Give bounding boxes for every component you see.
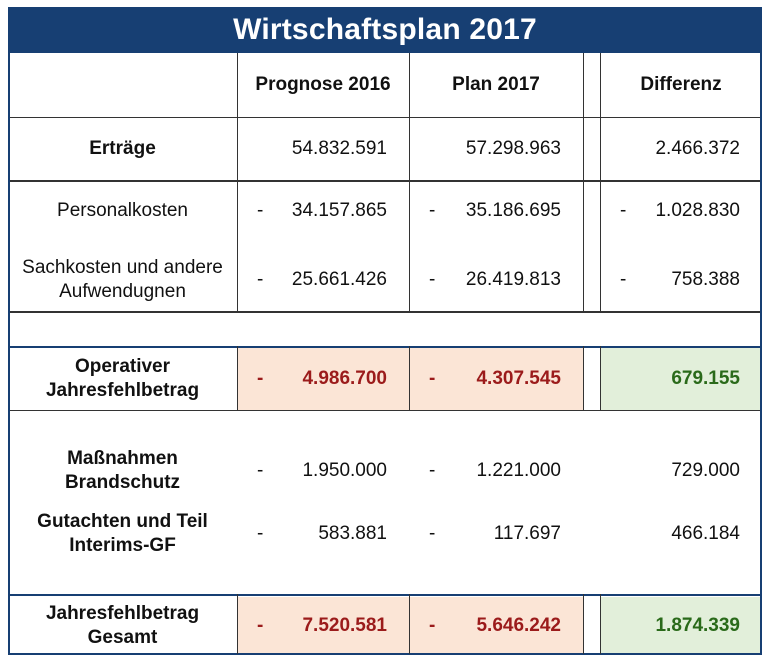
row-divider (8, 410, 762, 411)
label-line: Aufwendugnen (59, 281, 186, 302)
cell-gesamt-prognose: - 7.520.581 (237, 597, 409, 655)
minus-sign: - (257, 460, 264, 481)
value: 117.697 (493, 523, 561, 544)
row-divider (8, 180, 762, 182)
cell-personalkosten-differenz: - 1.028.830 (600, 183, 762, 239)
label-line: Jahresfehlbetrag (45, 380, 200, 401)
value: 5.646.242 (476, 615, 561, 636)
column-divider (237, 594, 238, 654)
row-label-gutachten: Gutachten und Teil Interims-GF (8, 505, 237, 563)
column-divider (583, 53, 584, 313)
column-divider (583, 594, 584, 654)
row-label-operativ: Operativer Jahresfehlbetrag (8, 348, 237, 410)
minus-sign: - (429, 460, 436, 481)
row-label-ertraege: Erträge (89, 137, 156, 159)
value: 1.028.830 (655, 200, 740, 221)
row-divider (8, 346, 762, 348)
column-divider (409, 53, 410, 313)
cell-personalkosten-prognose: - 34.157.865 (237, 183, 409, 239)
value: 26.419.813 (465, 269, 561, 290)
cell-brandschutz-plan: - 1.221.000 (409, 442, 583, 500)
value: 34.157.865 (291, 200, 387, 221)
value: 25.661.426 (291, 269, 387, 290)
row-divider (8, 117, 762, 118)
minus-sign: - (429, 615, 436, 636)
minus-sign: - (257, 269, 264, 290)
value: 583.881 (318, 523, 387, 544)
value: 758.388 (671, 269, 740, 290)
budget-table-frame: Wirtschaftsplan 2017 Prognose 2016 Plan … (8, 7, 762, 655)
value: 1.950.000 (302, 460, 387, 481)
label-line: Brandschutz (64, 472, 181, 493)
column-divider (583, 346, 584, 411)
minus-sign: - (620, 200, 627, 221)
minus-sign: - (620, 269, 627, 290)
cell-personalkosten-plan: - 35.186.695 (409, 183, 583, 239)
cell-gutachten-differenz: 466.184 (671, 523, 740, 544)
minus-sign: - (257, 200, 264, 221)
row-label-sachkosten: Sachkosten und andere Aufwendugnen (8, 249, 237, 311)
column-divider (237, 53, 238, 313)
page-title: Wirtschaftsplan 2017 (8, 7, 762, 53)
minus-sign: - (257, 368, 264, 389)
cell-operativ-plan: - 4.307.545 (409, 348, 583, 410)
label-line: Gesamt (87, 627, 158, 648)
minus-sign: - (257, 523, 264, 544)
row-label-personalkosten: Personalkosten (57, 200, 188, 221)
minus-sign: - (429, 200, 436, 221)
value: 1.221.000 (476, 460, 561, 481)
row-label-gesamt: Jahresfehlbetrag Gesamt (8, 597, 237, 655)
column-divider (600, 346, 601, 411)
cell-ertraege-plan: 57.298.963 (465, 137, 561, 159)
table-border-bottom (8, 653, 762, 655)
column-divider (409, 346, 410, 411)
column-divider (409, 594, 410, 654)
cell-brandschutz-differenz: 729.000 (671, 460, 740, 481)
value: 7.520.581 (302, 615, 387, 636)
cell-ertraege-prognose: 54.832.591 (291, 137, 387, 159)
cell-gesamt-plan: - 5.646.242 (409, 597, 583, 655)
cell-operativ-prognose: - 4.986.700 (237, 348, 409, 410)
cell-brandschutz-prognose: - 1.950.000 (237, 442, 409, 500)
label-line: Operativer (74, 356, 171, 377)
row-divider (8, 311, 762, 313)
column-header-differenz: Differenz (640, 74, 722, 95)
value: 4.307.545 (476, 368, 561, 389)
cell-operativ-differenz: 679.155 (600, 348, 762, 410)
column-divider (600, 53, 601, 313)
minus-sign: - (429, 269, 436, 290)
label-line: Maßnahmen (67, 448, 178, 469)
label-line: Interims-GF (69, 535, 176, 556)
cell-gutachten-prognose: - 583.881 (237, 505, 409, 563)
column-header-prognose: Prognose 2016 (255, 74, 391, 95)
table-border-right (760, 53, 762, 655)
row-divider (8, 594, 762, 596)
label-line: Jahresfehlbetrag (45, 603, 200, 624)
minus-sign: - (429, 523, 436, 544)
label-line: Sachkosten und andere (22, 257, 223, 278)
cell-sachkosten-differenz: - 758.388 (600, 249, 762, 311)
column-divider (237, 346, 238, 411)
cell-sachkosten-prognose: - 25.661.426 (237, 249, 409, 311)
cell-gutachten-plan: - 117.697 (409, 505, 583, 563)
table-border-left (8, 53, 10, 655)
row-label-brandschutz: Maßnahmen Brandschutz (8, 442, 237, 500)
budget-table: Prognose 2016 Plan 2017 Differenz Erträg… (8, 53, 762, 655)
column-divider (600, 594, 601, 654)
label-line: Gutachten und Teil (37, 511, 208, 532)
cell-gesamt-differenz: 1.874.339 (600, 597, 762, 655)
minus-sign: - (257, 615, 264, 636)
value: 4.986.700 (302, 368, 387, 389)
minus-sign: - (429, 368, 436, 389)
cell-sachkosten-plan: - 26.419.813 (409, 249, 583, 311)
cell-ertraege-differenz: 2.466.372 (655, 137, 740, 159)
value: 35.186.695 (465, 200, 561, 221)
column-header-plan: Plan 2017 (452, 74, 540, 95)
